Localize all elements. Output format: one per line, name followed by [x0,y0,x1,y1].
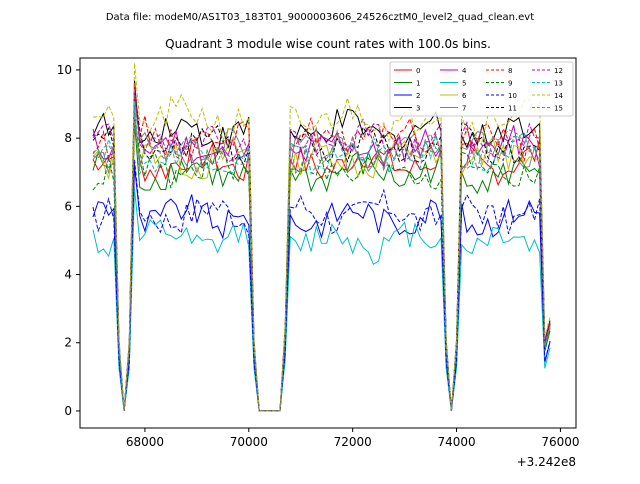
y-tick-label: 4 [64,268,72,282]
x-tick-label: 74000 [437,435,475,449]
x-tick-label: 70000 [230,435,268,449]
series-line-2 [92,165,551,412]
legend-label-8: 8 [508,67,512,75]
legend-label-9: 9 [508,80,512,88]
legend-label-14: 14 [554,92,563,100]
series-layer [92,63,551,412]
legend-label-0: 0 [416,67,420,75]
x-tick-label: 68000 [126,435,164,449]
chart-title: Quadrant 3 module wise count rates with … [165,37,491,51]
x-tick-label: 72000 [334,435,372,449]
series-line-9 [92,115,551,412]
series-line-1 [92,121,551,412]
y-tick-label: 0 [64,404,72,418]
legend-label-4: 4 [462,67,467,75]
series-line-5 [92,188,551,412]
legend-label-6: 6 [462,92,467,100]
legend-label-1: 1 [416,80,420,88]
x-offset-label: +3.242e8 [517,455,576,469]
legend-label-11: 11 [508,105,517,113]
legend-label-15: 15 [554,105,563,113]
legend-label-12: 12 [554,67,563,75]
series-line-11 [92,91,551,412]
y-tick-label: 2 [64,336,72,350]
legend-label-3: 3 [416,105,420,113]
series-line-6 [92,106,551,412]
series-line-10 [92,159,551,412]
legend-box [389,61,574,117]
legend-label-2: 2 [416,92,420,100]
y-tick-label: 6 [64,199,72,213]
figure-suptitle: Data file: modeM0/AS1T03_183T01_90000036… [106,12,534,23]
legend-label-7: 7 [462,105,466,113]
legend-label-10: 10 [508,92,517,100]
series-line-12 [92,87,551,412]
legend-label-5: 5 [462,80,466,88]
legend-label-13: 13 [554,80,563,88]
series-line-13 [92,100,551,412]
y-tick-label: 8 [64,131,72,145]
x-tick-label: 76000 [541,435,579,449]
y-tick-label: 10 [57,63,72,77]
series-line-15 [92,117,551,412]
series-line-14 [92,63,551,412]
plot-area [79,57,577,429]
series-line-0 [92,111,551,412]
